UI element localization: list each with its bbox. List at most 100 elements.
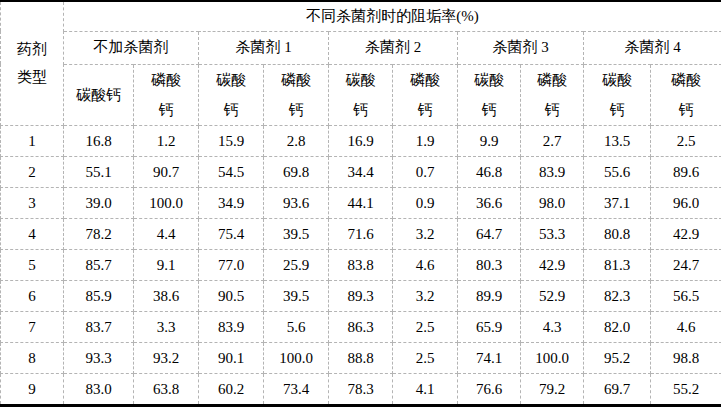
sub-header: 磷酸 钙 <box>651 64 721 125</box>
data-cell: 2.8 <box>264 125 329 156</box>
table-row: 339.0100.034.993.644.10.936.698.037.196.… <box>1 187 721 218</box>
data-cell: 13.5 <box>584 125 651 156</box>
data-cell: 64.7 <box>458 218 521 249</box>
data-cell: 55.1 <box>64 156 134 187</box>
data-cell: 1.2 <box>134 125 199 156</box>
data-cell: 2.5 <box>651 125 721 156</box>
data-cell: 82.3 <box>584 280 651 311</box>
data-cell: 4.6 <box>651 311 721 342</box>
data-cell: 93.3 <box>64 342 134 373</box>
data-cell: 2.5 <box>393 342 458 373</box>
data-cell: 95.2 <box>584 342 651 373</box>
data-cell: 34.9 <box>199 187 264 218</box>
data-cell: 98.8 <box>651 342 721 373</box>
data-cell: 90.5 <box>199 280 264 311</box>
table-row: 116.81.215.92.816.91.99.92.713.52.5 <box>1 125 721 156</box>
header-row-subcols: 碳酸钙 磷酸 钙 碳酸 钙 磷酸 钙 碳酸 钙 磷酸 钙 碳酸 钙 磷酸 钙 碳… <box>1 64 721 125</box>
document-page: 药剂 类型 不同杀菌剂时的阻垢率(%) 不加杀菌剂 杀菌剂 1 杀菌剂 2 杀菌… <box>0 0 721 415</box>
table-row: 255.190.754.569.834.40.746.883.955.689.6 <box>1 156 721 187</box>
table-row: 893.393.290.1100.088.82.574.1100.095.298… <box>1 342 721 373</box>
data-cell: 74.1 <box>458 342 521 373</box>
data-cell: 36.6 <box>458 187 521 218</box>
data-cell: 73.4 <box>264 373 329 405</box>
data-cell: 85.7 <box>64 249 134 280</box>
data-cell: 83.9 <box>521 156 584 187</box>
data-cell: 96.0 <box>651 187 721 218</box>
data-cell: 4.1 <box>393 373 458 405</box>
row-label: 9 <box>1 373 64 405</box>
data-cell: 89.6 <box>651 156 721 187</box>
data-cell: 76.6 <box>458 373 521 405</box>
sub-header: 磷酸 钙 <box>393 64 458 125</box>
data-cell: 78.3 <box>329 373 393 405</box>
table-row: 685.938.690.539.589.33.289.952.982.356.5 <box>1 280 721 311</box>
data-cell: 3.2 <box>393 280 458 311</box>
data-cell: 39.5 <box>264 280 329 311</box>
data-cell: 39.5 <box>264 218 329 249</box>
data-cell: 77.0 <box>199 249 264 280</box>
data-cell: 4.3 <box>521 311 584 342</box>
header-row-main: 药剂 类型 不同杀菌剂时的阻垢率(%) <box>1 1 721 31</box>
sub-header: 碳酸 钙 <box>584 64 651 125</box>
data-cell: 39.0 <box>64 187 134 218</box>
sub-header: 碳酸 钙 <box>329 64 393 125</box>
row-label: 7 <box>1 311 64 342</box>
data-cell: 65.9 <box>458 311 521 342</box>
data-cell: 100.0 <box>134 187 199 218</box>
data-cell: 55.2 <box>651 373 721 405</box>
data-cell: 63.8 <box>134 373 199 405</box>
sub-header: 碳酸 钙 <box>199 64 264 125</box>
data-cell: 9.9 <box>458 125 521 156</box>
data-cell: 60.2 <box>199 373 264 405</box>
data-cell: 82.0 <box>584 311 651 342</box>
data-cell: 5.6 <box>264 311 329 342</box>
group-header-none: 不加杀菌剂 <box>64 31 199 64</box>
data-cell: 46.8 <box>458 156 521 187</box>
data-cell: 2.7 <box>521 125 584 156</box>
data-cell: 24.7 <box>651 249 721 280</box>
corner-header: 药剂 类型 <box>1 1 64 125</box>
data-cell: 52.9 <box>521 280 584 311</box>
data-cell: 83.8 <box>329 249 393 280</box>
sub-header: 磷酸 钙 <box>134 64 199 125</box>
header-row-groups: 不加杀菌剂 杀菌剂 1 杀菌剂 2 杀菌剂 3 杀菌剂 4 <box>1 31 721 64</box>
row-label: 8 <box>1 342 64 373</box>
row-label: 4 <box>1 218 64 249</box>
group-header-1: 杀菌剂 1 <box>199 31 329 64</box>
data-cell: 4.6 <box>393 249 458 280</box>
data-cell: 4.4 <box>134 218 199 249</box>
data-cell: 88.8 <box>329 342 393 373</box>
group-header-3: 杀菌剂 3 <box>458 31 584 64</box>
row-label: 2 <box>1 156 64 187</box>
group-header-4: 杀菌剂 4 <box>584 31 721 64</box>
data-cell: 3.3 <box>134 311 199 342</box>
data-cell: 1.9 <box>393 125 458 156</box>
data-cell: 16.9 <box>329 125 393 156</box>
data-cell: 81.3 <box>584 249 651 280</box>
row-label: 6 <box>1 280 64 311</box>
data-cell: 69.7 <box>584 373 651 405</box>
data-cell: 42.9 <box>651 218 721 249</box>
data-cell: 16.8 <box>64 125 134 156</box>
data-cell: 90.1 <box>199 342 264 373</box>
data-cell: 89.9 <box>458 280 521 311</box>
table-row: 585.79.177.025.983.84.680.342.981.324.7 <box>1 249 721 280</box>
sub-header: 磷酸 钙 <box>264 64 329 125</box>
data-cell: 37.1 <box>584 187 651 218</box>
table-header: 药剂 类型 不同杀菌剂时的阻垢率(%) 不加杀菌剂 杀菌剂 1 杀菌剂 2 杀菌… <box>1 1 721 125</box>
data-cell: 15.9 <box>199 125 264 156</box>
data-cell: 90.7 <box>134 156 199 187</box>
data-cell: 34.4 <box>329 156 393 187</box>
scale-inhibition-table: 药剂 类型 不同杀菌剂时的阻垢率(%) 不加杀菌剂 杀菌剂 1 杀菌剂 2 杀菌… <box>0 0 721 407</box>
table-body: 116.81.215.92.816.91.99.92.713.52.5255.1… <box>1 125 721 405</box>
data-cell: 42.9 <box>521 249 584 280</box>
row-label: 3 <box>1 187 64 218</box>
table-row: 783.73.383.95.686.32.565.94.382.04.6 <box>1 311 721 342</box>
sub-header: 磷酸 钙 <box>521 64 584 125</box>
data-cell: 71.6 <box>329 218 393 249</box>
data-cell: 100.0 <box>264 342 329 373</box>
sub-header: 碳酸 钙 <box>458 64 521 125</box>
data-cell: 0.9 <box>393 187 458 218</box>
data-cell: 80.3 <box>458 249 521 280</box>
data-cell: 56.5 <box>651 280 721 311</box>
